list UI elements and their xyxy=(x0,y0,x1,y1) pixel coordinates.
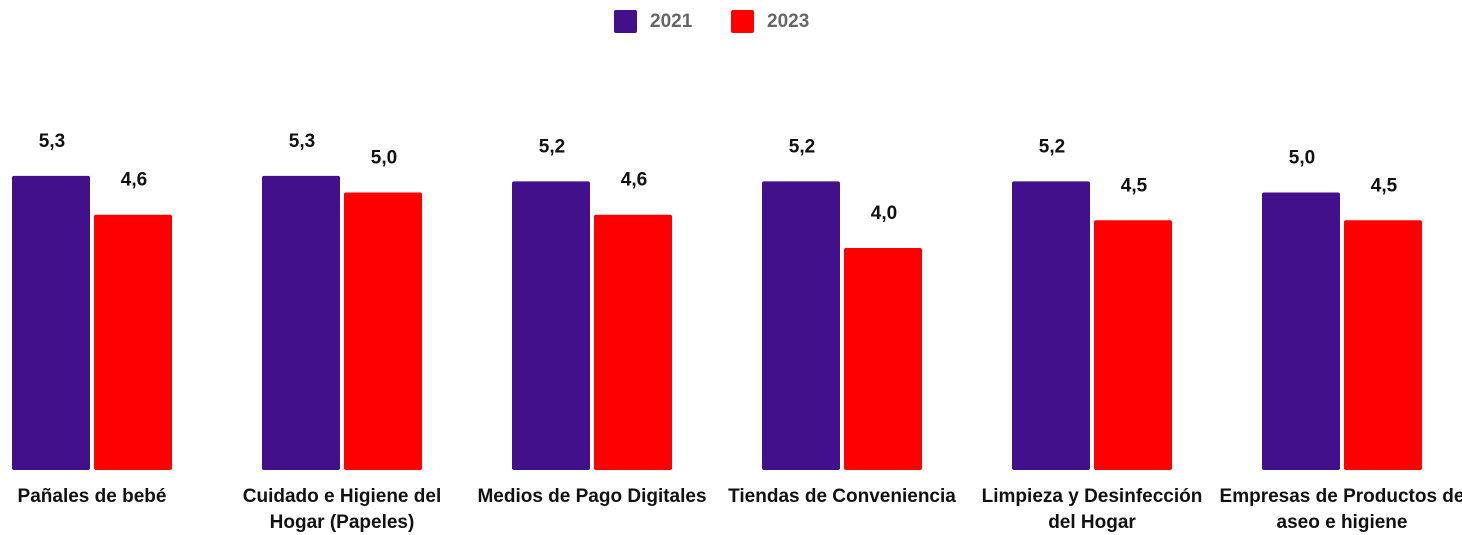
x-tick-label: Pañales de bebé xyxy=(17,486,167,507)
bar xyxy=(94,214,172,470)
data-label: 5,0 xyxy=(371,148,397,169)
x-tick-label: Medios de Pago Digitales xyxy=(477,486,707,507)
x-tick-label: Limpieza y Desinfección del Hogar xyxy=(981,486,1203,533)
data-label: 4,5 xyxy=(1121,175,1148,196)
bar xyxy=(12,175,90,470)
bar xyxy=(1012,181,1090,470)
data-label: 4,0 xyxy=(871,203,897,224)
bar xyxy=(594,214,672,470)
legend-swatch xyxy=(731,10,754,33)
x-tick-label: Tiendas de Conveniencia xyxy=(728,486,956,507)
data-label: 5,2 xyxy=(1039,136,1065,157)
x-tick-label: Cuidado e Higiene del Hogar (Papeles) xyxy=(242,486,442,533)
data-label: 4,6 xyxy=(621,170,647,191)
bar xyxy=(1262,192,1340,470)
bar xyxy=(1344,220,1422,470)
data-label: 5,3 xyxy=(289,131,315,152)
bar xyxy=(262,175,340,470)
data-label: 5,0 xyxy=(1289,148,1315,169)
bar xyxy=(512,181,590,470)
bar xyxy=(762,181,840,470)
bar xyxy=(344,192,422,470)
legend-label: 2021 xyxy=(650,11,693,32)
data-label: 4,6 xyxy=(121,170,147,191)
data-label: 4,5 xyxy=(1371,175,1398,196)
legend-swatch xyxy=(614,10,637,33)
bar xyxy=(844,248,922,470)
x-tick-label: Empresas de Productos de aseo e higiene xyxy=(1219,486,1462,533)
data-label: 5,3 xyxy=(39,131,65,152)
data-label: 5,2 xyxy=(789,136,815,157)
data-label: 5,2 xyxy=(539,136,565,157)
legend-label: 2023 xyxy=(767,11,809,32)
bar xyxy=(1094,220,1172,470)
